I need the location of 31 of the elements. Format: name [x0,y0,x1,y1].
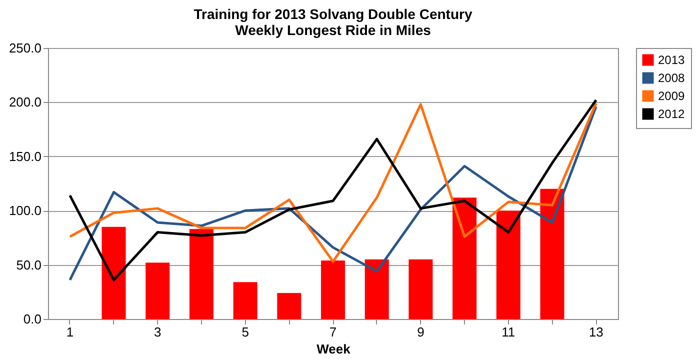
x-tick-label: 13 [588,324,604,340]
text: Weekly Longest Ride in Miles [235,22,431,38]
x-tick-label: 7 [329,324,337,340]
x-tick-label: 1 [66,324,74,340]
bar [233,282,258,319]
x-tick-label: 9 [417,324,424,340]
x-tick-label: 3 [154,324,162,340]
bar [102,226,126,319]
bar [146,262,170,319]
x-tick-label: 11 [502,324,516,340]
x-axis-title: Week [316,342,352,356]
x-tick-label: 5 [242,324,249,340]
bar [277,292,302,319]
bar [452,198,477,319]
y-tick-label: 100.0 [8,203,42,218]
legend-label: 2012 [658,107,686,121]
y-tick-label: 250.0 [8,40,42,56]
y-tick-label: 150.0 [8,148,42,164]
y-tick-label: 50.0 [16,257,42,272]
legend-label: 2013 [658,53,686,67]
bar [496,210,520,319]
bar [408,259,433,319]
bar [364,259,389,319]
bar [189,229,214,319]
y-tick-label: 200.0 [8,94,42,110]
bar [540,188,564,319]
text: Training for 2013 Solvang Double Century [194,6,472,22]
legend-label: 2009 [658,89,686,103]
bar [321,260,345,319]
y-tick-label: 0.0 [23,312,42,326]
legend-label: 2008 [658,71,686,85]
